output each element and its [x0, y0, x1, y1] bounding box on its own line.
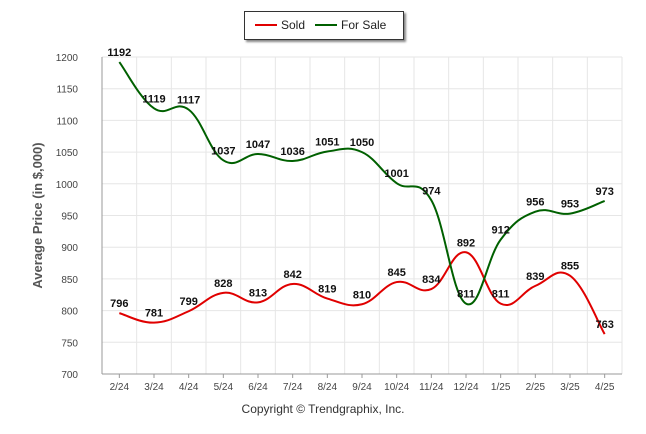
data-label-sold: 781 [145, 308, 163, 320]
data-label-sold: 819 [318, 284, 336, 296]
legend-item-sold: Sold [255, 18, 305, 32]
x-tick-label: 2/24 [110, 382, 130, 393]
legend-item-for-sale: For Sale [315, 18, 386, 32]
x-tick-label: 5/24 [214, 382, 234, 393]
legend-label-sold: Sold [281, 18, 305, 32]
x-tick-label: 10/24 [384, 382, 409, 393]
data-label-sold: 811 [492, 289, 510, 301]
data-label-for-sale: 1051 [315, 136, 339, 148]
data-label-for-sale: 1192 [107, 47, 131, 59]
data-label-for-sale: 1037 [211, 145, 235, 157]
y-tick-label: 1050 [56, 148, 79, 159]
x-tick-label: 2/25 [526, 382, 546, 393]
data-label-sold: 834 [422, 274, 441, 286]
data-label-sold: 796 [110, 298, 128, 310]
data-label-for-sale: 974 [422, 185, 441, 197]
y-tick-label: 750 [61, 338, 78, 349]
data-label-for-sale: 912 [491, 225, 509, 237]
data-label-for-sale: 956 [526, 197, 544, 209]
data-label-for-sale: 1047 [246, 139, 270, 151]
data-label-for-sale: 1036 [280, 146, 304, 158]
x-tick-label: 7/24 [283, 382, 303, 393]
data-label-for-sale: 1119 [142, 93, 165, 105]
price-chart: 700 750 800 850 900 950 1000 1050 1100 1150 1200 2/… [0, 0, 646, 434]
data-label-for-sale: 1050 [350, 137, 374, 149]
legend: Sold For Sale [244, 11, 404, 40]
data-label-sold: 855 [561, 261, 579, 273]
data-label-for-sale: 811 [457, 289, 475, 301]
x-tick-label: 9/24 [352, 382, 372, 393]
y-tick-label: 1100 [56, 116, 78, 127]
y-tick-label: 800 [61, 307, 78, 318]
data-label-sold: 799 [179, 296, 197, 308]
y-tick-label: 1000 [56, 180, 79, 191]
data-label-for-sale: 973 [595, 186, 613, 198]
legend-label-for-sale: For Sale [341, 18, 386, 32]
data-label-for-sale: 1117 [177, 95, 200, 107]
x-tick-label: 8/24 [318, 382, 338, 393]
y-tick-label: 850 [61, 275, 78, 286]
data-label-sold: 839 [526, 271, 544, 283]
legend-swatch-sold [255, 24, 277, 26]
x-tick-label: 11/24 [419, 382, 444, 393]
data-label-sold: 763 [595, 319, 613, 331]
data-label-sold: 810 [353, 289, 371, 301]
legend-swatch-for-sale [315, 24, 337, 26]
y-tick-label: 1150 [56, 85, 78, 96]
x-tick-label: 4/24 [179, 382, 199, 393]
y-tick-label: 900 [61, 243, 78, 254]
data-label-for-sale: 1001 [384, 168, 408, 180]
x-tick-label: 12/24 [453, 382, 478, 393]
copyright-text: Copyright © Trendgraphix, Inc. [0, 402, 646, 416]
y-axis-label: Average Price (in $,000) [30, 142, 45, 288]
x-tick-label: 4/25 [595, 382, 615, 393]
x-tick-label: 3/24 [144, 382, 164, 393]
data-label-sold: 845 [387, 267, 405, 279]
y-tick-label: 700 [61, 370, 78, 381]
x-tick-label: 1/25 [491, 382, 511, 393]
x-tick-label: 6/24 [248, 382, 268, 393]
y-tick-label: 950 [61, 212, 78, 223]
x-tick-label: 3/25 [560, 382, 580, 393]
data-label-sold: 828 [214, 278, 232, 290]
data-label-sold: 892 [457, 237, 475, 249]
data-label-sold: 813 [249, 287, 267, 299]
data-label-sold: 842 [283, 269, 301, 281]
data-label-for-sale: 953 [561, 199, 579, 211]
y-tick-label: 1200 [56, 53, 79, 64]
